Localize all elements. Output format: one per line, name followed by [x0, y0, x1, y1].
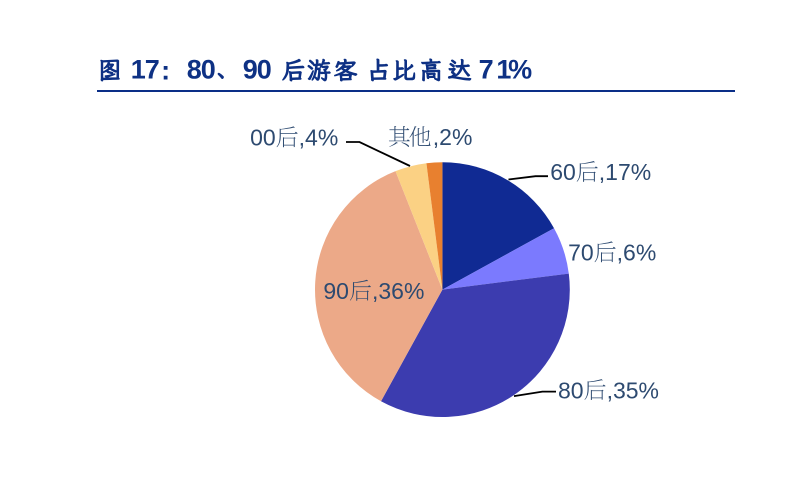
svg-text::: : — [161, 56, 169, 86]
svg-text:,2%: ,2% — [433, 124, 473, 150]
svg-text:1: 1 — [496, 55, 511, 85]
svg-text:,4%: ,4% — [299, 125, 339, 151]
svg-text:90: 90 — [323, 278, 349, 304]
svg-text:90: 90 — [243, 55, 271, 85]
svg-text:17: 17 — [131, 55, 159, 85]
svg-text:70: 70 — [568, 240, 594, 266]
svg-text:%: % — [508, 55, 532, 85]
svg-text:80: 80 — [187, 55, 215, 85]
svg-text:00: 00 — [250, 125, 276, 151]
svg-text:,35%: ,35% — [607, 377, 659, 403]
svg-text:,36%: ,36% — [372, 278, 424, 304]
svg-text:,17%: ,17% — [599, 159, 651, 185]
svg-text:80: 80 — [558, 377, 584, 403]
svg-text:7: 7 — [479, 55, 493, 85]
svg-text:,6%: ,6% — [617, 240, 657, 266]
svg-text:60: 60 — [550, 159, 576, 185]
